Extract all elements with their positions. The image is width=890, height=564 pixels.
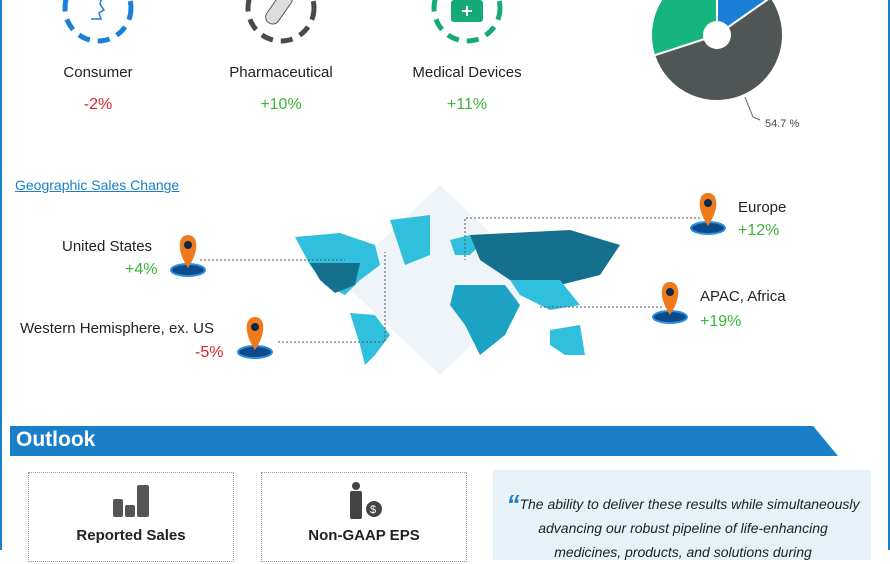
- card-label: Reported Sales: [76, 527, 186, 544]
- region-name: United States: [62, 238, 153, 255]
- slice-leader-line: [744, 96, 761, 121]
- region-change: +4%: [125, 261, 158, 278]
- medical-kit-icon: [431, 0, 503, 44]
- world-map: [295, 185, 620, 375]
- outlook-banner: [10, 426, 838, 456]
- leader-line-europe: [464, 217, 700, 260]
- quote-text: “The ability to deliver these results wh…: [505, 489, 861, 564]
- outlook-title: Outlook: [16, 428, 96, 451]
- region-name: APAC, Africa: [700, 288, 786, 305]
- card-label: Non-GAAP EPS: [308, 527, 420, 544]
- region-name: Western Hemisphere, ex. US: [20, 320, 214, 337]
- location-pin-icon: [690, 193, 726, 235]
- region-name: Europe: [738, 199, 787, 216]
- donut-slice-2: [715, 0, 769, 29]
- location-pin-icon: [170, 235, 206, 277]
- geo-section-title: Geographic Sales Change: [15, 177, 180, 193]
- region-change: +12%: [738, 222, 780, 239]
- pill-icon: [245, 0, 317, 44]
- slice-label: 54.7 %: [765, 118, 799, 130]
- svg-text:$: $: [370, 504, 376, 516]
- region-change: -5%: [195, 344, 224, 361]
- segment-label: Medical Devices: [412, 64, 522, 81]
- segment-change: +11%: [446, 96, 488, 113]
- location-pin-icon: [237, 317, 273, 359]
- segment-icons: [62, 0, 503, 44]
- person-face-icon: [62, 0, 134, 44]
- coin-stacks-icon: [113, 485, 149, 517]
- location-pin-icon: [652, 282, 688, 324]
- quote-box: “The ability to deliver these results wh…: [493, 470, 871, 560]
- quote-body: The ability to deliver these results whi…: [519, 496, 860, 560]
- donut-slice-1: [650, 0, 718, 57]
- segment-label: Consumer: [63, 64, 133, 81]
- donut-chart: 54.7 %: [650, 0, 799, 130]
- infographic-frame: [0, 0, 890, 550]
- non-gaap-eps-card: $ Non-GAAP EPS: [261, 472, 467, 562]
- segment-label: Pharmaceutical: [229, 64, 333, 81]
- donut-slice-0: [652, 0, 784, 102]
- map-pins: [170, 193, 726, 359]
- reported-sales-card: Reported Sales: [28, 472, 234, 562]
- segment-change: -2%: [83, 96, 113, 113]
- person-dollar-icon: $: [350, 482, 382, 519]
- leader-line-west: [278, 252, 386, 343]
- region-change: +19%: [700, 313, 742, 330]
- quote-mark: “: [506, 489, 520, 519]
- segment-change: +10%: [260, 96, 302, 113]
